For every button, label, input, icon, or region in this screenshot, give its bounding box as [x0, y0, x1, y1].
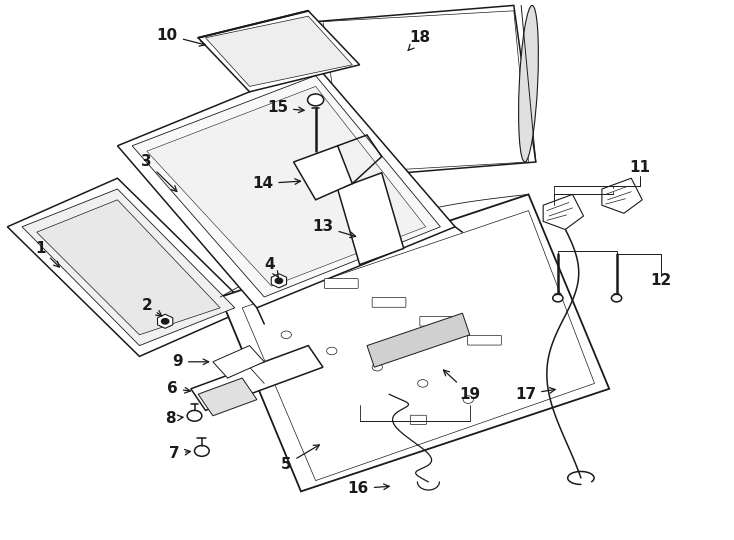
Circle shape [275, 278, 283, 284]
Text: 15: 15 [267, 100, 304, 116]
Text: 7: 7 [170, 446, 190, 461]
Text: 14: 14 [252, 176, 300, 191]
Polygon shape [543, 194, 584, 230]
Text: 8: 8 [165, 411, 183, 426]
Text: 19: 19 [443, 370, 480, 402]
Polygon shape [242, 211, 595, 481]
FancyBboxPatch shape [420, 316, 454, 326]
Text: 12: 12 [650, 273, 671, 288]
Polygon shape [198, 11, 360, 92]
FancyBboxPatch shape [468, 335, 501, 345]
Circle shape [161, 319, 169, 324]
Polygon shape [132, 76, 440, 297]
Text: 13: 13 [313, 219, 356, 238]
Polygon shape [147, 86, 426, 286]
Text: 11: 11 [630, 160, 650, 175]
Circle shape [281, 331, 291, 339]
Polygon shape [294, 146, 352, 200]
Polygon shape [22, 189, 235, 346]
Polygon shape [7, 178, 250, 356]
Polygon shape [367, 313, 470, 367]
Circle shape [372, 363, 382, 371]
Text: 16: 16 [348, 481, 389, 496]
Text: 3: 3 [142, 154, 177, 192]
Text: 1: 1 [35, 241, 59, 267]
Circle shape [327, 347, 337, 355]
Circle shape [611, 294, 622, 302]
Polygon shape [206, 16, 352, 86]
Circle shape [418, 380, 428, 387]
Polygon shape [158, 314, 172, 328]
Text: 17: 17 [515, 387, 555, 402]
FancyBboxPatch shape [277, 260, 310, 269]
Circle shape [187, 410, 202, 421]
FancyBboxPatch shape [324, 279, 358, 288]
Polygon shape [220, 194, 609, 491]
Text: 6: 6 [167, 381, 190, 396]
Polygon shape [117, 65, 455, 308]
FancyBboxPatch shape [410, 415, 426, 424]
Ellipse shape [519, 5, 538, 162]
Text: 10: 10 [157, 28, 205, 46]
Circle shape [308, 94, 324, 106]
FancyBboxPatch shape [372, 298, 406, 307]
Polygon shape [37, 200, 220, 335]
Circle shape [553, 294, 563, 302]
Circle shape [195, 446, 209, 456]
Text: 2: 2 [142, 298, 161, 316]
Text: 5: 5 [281, 445, 319, 472]
Polygon shape [602, 178, 642, 213]
Polygon shape [272, 274, 286, 288]
Text: 4: 4 [265, 257, 278, 278]
Polygon shape [213, 346, 264, 378]
Polygon shape [338, 173, 404, 265]
Circle shape [463, 396, 473, 403]
Polygon shape [191, 346, 323, 410]
Polygon shape [198, 378, 257, 416]
Polygon shape [316, 5, 536, 178]
Text: 9: 9 [172, 354, 208, 369]
Text: 18: 18 [408, 30, 430, 50]
